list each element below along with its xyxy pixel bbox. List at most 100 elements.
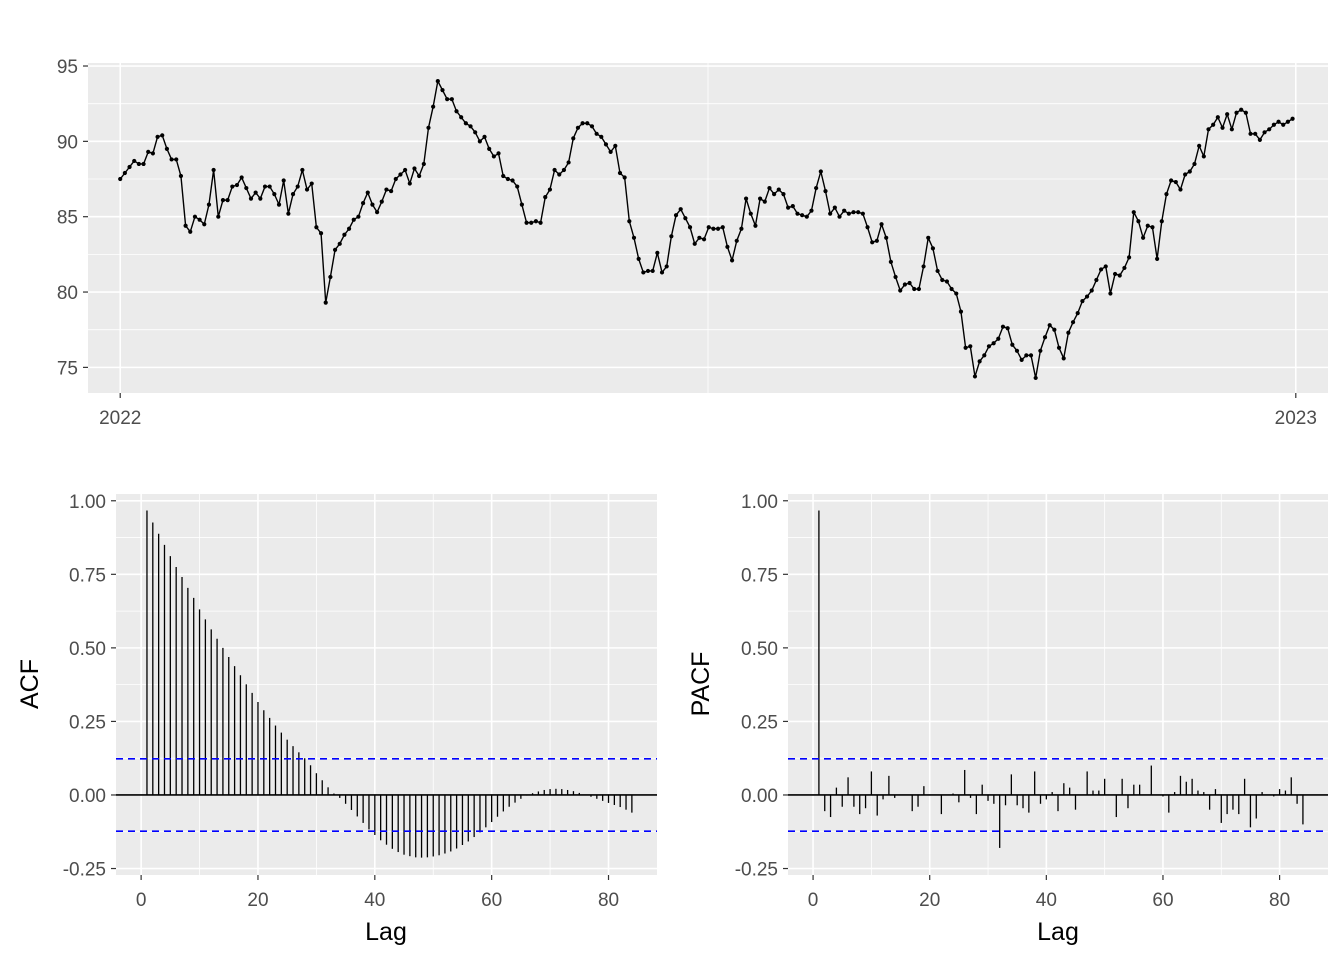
data-point xyxy=(262,184,268,189)
data-point xyxy=(122,170,127,176)
data-point xyxy=(1145,223,1150,228)
data-point xyxy=(1080,298,1085,304)
data-point xyxy=(930,246,936,251)
data-point xyxy=(599,134,604,139)
data-point xyxy=(188,229,193,234)
data-point xyxy=(912,286,917,292)
data-point xyxy=(244,185,249,191)
data-point xyxy=(440,88,445,93)
data-point xyxy=(837,214,842,219)
data-point xyxy=(234,182,240,188)
data-point xyxy=(463,121,468,126)
data-point xyxy=(991,341,996,346)
data-point xyxy=(286,211,291,216)
pacf-y-tick-label: 0.25 xyxy=(741,712,778,733)
data-point xyxy=(986,344,992,349)
data-point xyxy=(1197,143,1202,148)
data-point xyxy=(893,274,898,280)
data-point xyxy=(510,178,515,183)
acf-y-axis-title: ACF xyxy=(16,659,44,709)
data-point xyxy=(687,225,693,230)
data-point xyxy=(566,160,571,165)
data-point xyxy=(552,167,557,173)
data-point xyxy=(916,286,922,292)
data-point xyxy=(197,217,202,222)
data-point xyxy=(608,149,613,155)
acf-y-tick-label: 0.50 xyxy=(69,639,106,660)
data-point xyxy=(1239,107,1244,112)
data-point xyxy=(1014,348,1020,353)
data-point xyxy=(814,185,819,191)
data-point xyxy=(1122,265,1127,271)
data-point xyxy=(781,191,786,197)
data-point xyxy=(874,238,879,243)
data-point xyxy=(879,222,884,227)
pacf-y-axis-title: PACF xyxy=(687,652,715,717)
data-point xyxy=(743,196,749,201)
data-point xyxy=(697,235,702,240)
data-point xyxy=(664,264,669,269)
data-point xyxy=(1285,119,1291,124)
data-point xyxy=(281,178,286,183)
data-point xyxy=(1070,320,1076,325)
acf-y-tick-label: 0.75 xyxy=(69,565,106,586)
data-point xyxy=(267,184,272,189)
data-point xyxy=(155,134,160,139)
data-point xyxy=(790,204,795,209)
data-point xyxy=(468,124,473,129)
data-point xyxy=(720,225,725,230)
data-point xyxy=(982,353,987,358)
data-point xyxy=(1024,353,1029,358)
data-point xyxy=(132,158,137,164)
data-point xyxy=(164,146,170,151)
data-point xyxy=(365,190,370,195)
pacf-y-tick-label: 0.50 xyxy=(741,639,778,660)
acf-y-tick-label: 0.00 xyxy=(69,786,106,807)
pacf-y-tick-label: 0.00 xyxy=(741,786,778,807)
data-point xyxy=(393,176,398,182)
data-point xyxy=(701,237,707,242)
data-point xyxy=(958,309,964,314)
data-point xyxy=(225,198,230,203)
data-point xyxy=(356,214,361,219)
data-point xyxy=(655,250,660,255)
data-point xyxy=(1201,154,1206,159)
data-point xyxy=(1155,256,1160,261)
data-point xyxy=(575,125,581,130)
data-point xyxy=(290,191,296,197)
data-point xyxy=(1229,127,1234,132)
ts-y-tick-label: 80 xyxy=(57,283,78,304)
data-point xyxy=(276,202,282,207)
data-point xyxy=(776,187,781,192)
data-point xyxy=(524,220,529,225)
data-point xyxy=(870,240,875,245)
pacf-y-tick-label: -0.25 xyxy=(735,860,778,881)
data-point xyxy=(192,214,198,219)
data-point xyxy=(921,264,926,269)
data-point xyxy=(1257,137,1262,142)
data-point xyxy=(706,225,711,230)
data-point xyxy=(865,225,870,230)
data-point xyxy=(851,210,856,215)
data-point xyxy=(1164,191,1169,197)
data-point xyxy=(1234,110,1239,115)
data-point xyxy=(491,154,496,159)
data-point xyxy=(318,231,324,236)
data-point xyxy=(1141,235,1146,240)
data-point xyxy=(496,151,501,156)
data-point xyxy=(1187,169,1192,174)
pacf-x-axis-title: Lag xyxy=(1037,918,1079,946)
data-point xyxy=(398,172,403,177)
data-point xyxy=(403,167,408,173)
acf-x-axis-title: Lag xyxy=(365,918,407,946)
data-point xyxy=(818,169,823,174)
data-point xyxy=(230,184,235,189)
pacf-x-tick-label: 0 xyxy=(808,890,819,911)
data-point xyxy=(1290,116,1295,121)
data-point xyxy=(482,134,487,139)
data-point xyxy=(141,161,146,167)
data-point xyxy=(1243,110,1248,115)
pacf-x-tick-label: 40 xyxy=(1036,890,1057,911)
data-point xyxy=(1248,131,1253,136)
data-point xyxy=(683,216,688,221)
